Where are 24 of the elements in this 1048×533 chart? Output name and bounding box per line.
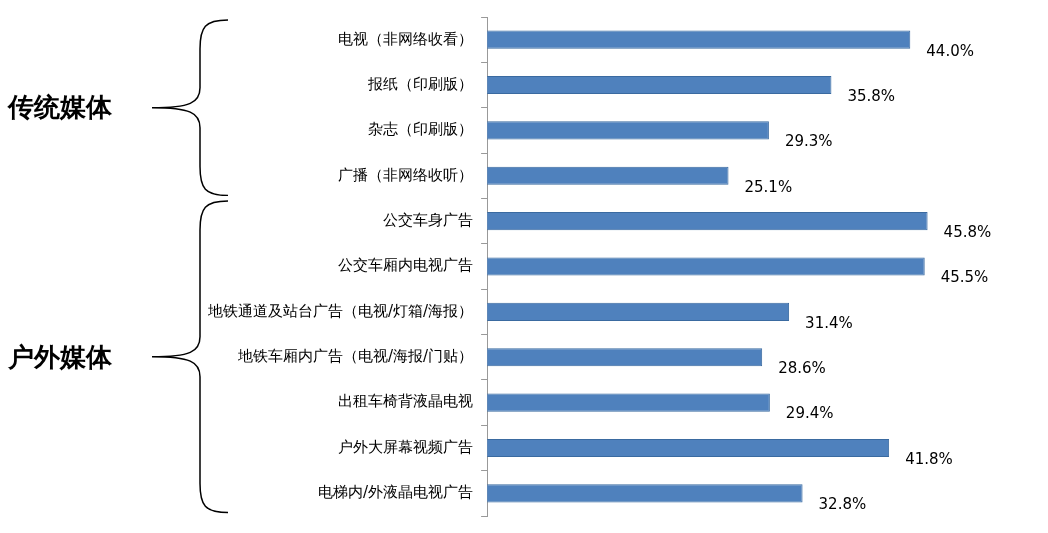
y-tick-label: 地铁通道及站台广告（电视/灯箱/海报） bbox=[207, 301, 474, 320]
data-label: 35.8% bbox=[847, 86, 896, 105]
data-label: 25.1% bbox=[744, 177, 793, 196]
data-label: 29.4% bbox=[785, 404, 834, 423]
y-tick-label: 杂志（印刷版） bbox=[368, 120, 474, 139]
data-label: 41.8% bbox=[905, 449, 953, 468]
y-tick-label: 电梯内/外液晶电视广告 bbox=[318, 483, 474, 502]
y-tick-label: 电视（非网络收看） bbox=[338, 29, 474, 48]
y-tick-label: 户外大屏幕视频广告 bbox=[338, 437, 474, 456]
y-tick-label: 广播（非网络收听） bbox=[338, 165, 474, 184]
data-label: 45.8% bbox=[943, 223, 992, 242]
y-tick-label: 公交车厢内电视广告 bbox=[338, 256, 474, 275]
y-tick-label: 地铁车厢内广告（电视/海报/门贴） bbox=[237, 347, 474, 366]
data-label: 31.4% bbox=[805, 313, 853, 332]
text: 户外媒体 bbox=[8, 340, 112, 374]
y-tick-label: 出租车椅背液晶电视 bbox=[338, 392, 474, 411]
data-label: 28.6% bbox=[778, 359, 826, 378]
data-label: 45.5% bbox=[940, 268, 989, 287]
data-label: 44.0% bbox=[926, 41, 974, 60]
y-tick-label: 报纸（印刷版） bbox=[367, 74, 474, 93]
text: 传统媒体 bbox=[8, 91, 112, 125]
data-label: 29.3% bbox=[784, 132, 833, 151]
data-label: 32.8% bbox=[818, 495, 867, 514]
y-tick-label: 公交车身广告 bbox=[383, 211, 474, 230]
